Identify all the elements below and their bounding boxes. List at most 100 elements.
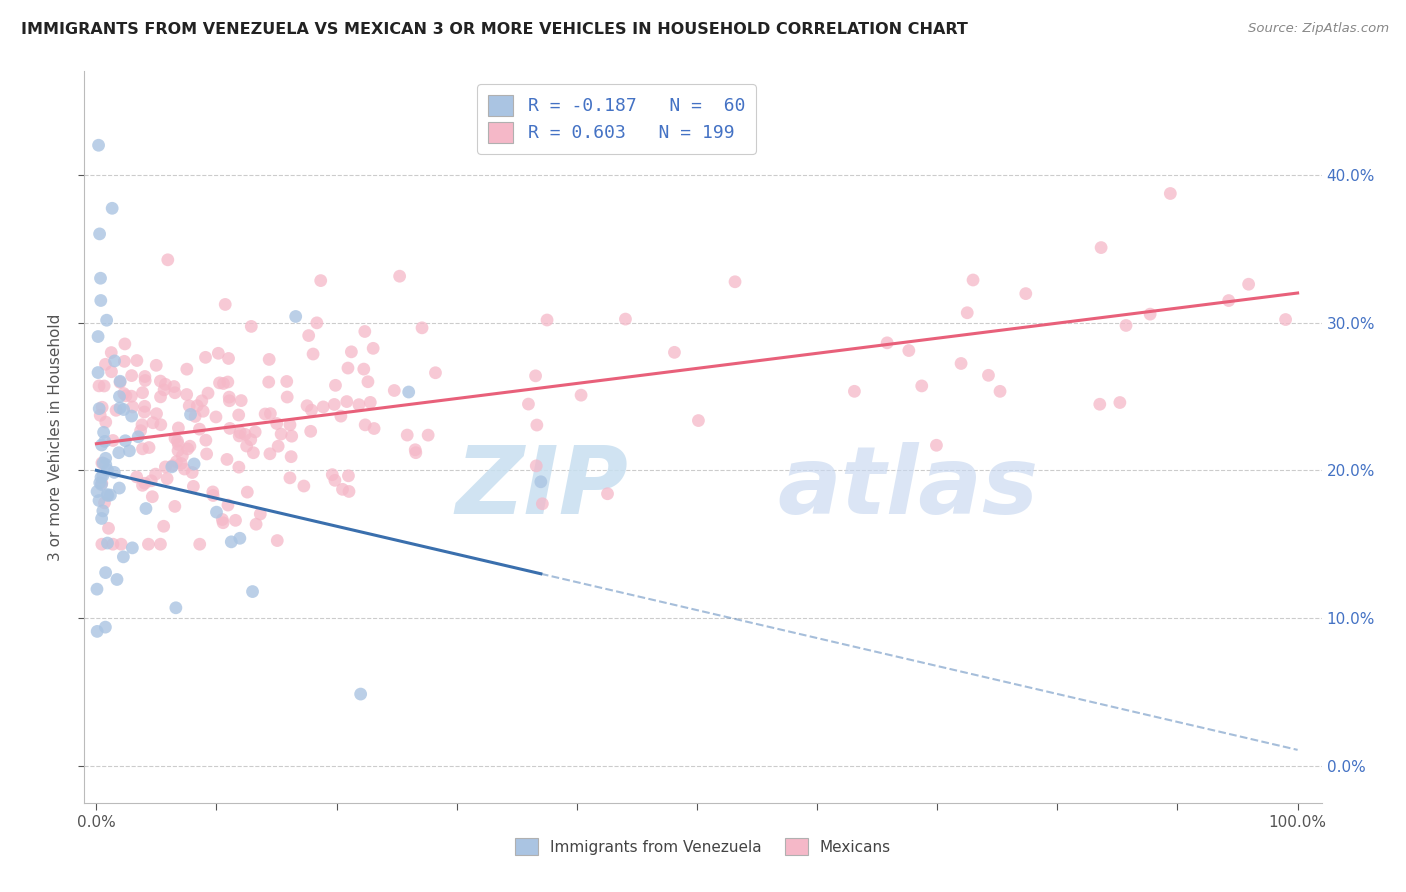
Point <box>97 488 120 502</box>
Point <box>325 378 347 392</box>
Point <box>235 439 257 453</box>
Point <box>517 397 540 411</box>
Point <box>176 362 198 376</box>
Point <box>411 321 433 335</box>
Point <box>242 584 264 599</box>
Point <box>350 687 373 701</box>
Point <box>142 416 165 430</box>
Point <box>337 484 360 499</box>
Point <box>125 353 148 368</box>
Point <box>165 600 187 615</box>
Point <box>163 431 186 445</box>
Point <box>138 441 160 455</box>
Point <box>201 484 224 499</box>
Point <box>87 379 110 393</box>
Point <box>724 275 747 289</box>
Point <box>332 483 354 497</box>
Point <box>100 488 122 502</box>
Point <box>94 458 117 472</box>
Point <box>90 511 112 525</box>
Point <box>404 442 426 457</box>
Point <box>321 467 343 482</box>
Point <box>163 500 186 514</box>
Point <box>259 447 281 461</box>
Point <box>1108 395 1130 409</box>
Point <box>1115 318 1137 333</box>
Point <box>396 428 419 442</box>
Point <box>155 377 177 392</box>
Point <box>425 366 447 380</box>
Point <box>228 408 250 422</box>
Point <box>104 354 127 368</box>
Point <box>388 269 411 284</box>
Point <box>526 418 548 433</box>
Point <box>91 456 114 470</box>
Point <box>166 454 188 468</box>
Point <box>96 487 118 501</box>
Point <box>284 310 307 324</box>
Point <box>211 512 233 526</box>
Point <box>280 450 302 464</box>
Point <box>172 449 194 463</box>
Point <box>302 347 325 361</box>
Point <box>191 393 214 408</box>
Point <box>101 202 124 216</box>
Point <box>96 463 118 477</box>
Point <box>87 493 110 508</box>
Point <box>243 425 266 439</box>
Point <box>112 549 135 564</box>
Point <box>112 402 135 417</box>
Point <box>100 365 122 379</box>
Point <box>108 374 131 388</box>
Point <box>121 409 143 423</box>
Point <box>145 359 167 373</box>
Point <box>569 388 592 402</box>
Point <box>208 376 231 390</box>
Point <box>236 485 259 500</box>
Point <box>120 389 142 403</box>
Point <box>149 537 172 551</box>
Point <box>134 476 156 491</box>
Point <box>218 390 240 404</box>
Point <box>218 421 240 435</box>
Point <box>89 409 111 423</box>
Point <box>90 476 112 491</box>
Point <box>90 470 112 484</box>
Point <box>131 478 153 492</box>
Point <box>950 356 973 370</box>
Point <box>398 384 420 399</box>
Point <box>93 379 115 393</box>
Point <box>1090 241 1112 255</box>
Point <box>357 375 380 389</box>
Point <box>217 498 239 512</box>
Point <box>1015 286 1038 301</box>
Point <box>115 389 138 403</box>
Text: atlas: atlas <box>778 442 1039 534</box>
Point <box>179 399 201 413</box>
Point <box>359 395 381 409</box>
Point <box>217 375 239 389</box>
Point <box>259 407 281 421</box>
Point <box>94 620 117 634</box>
Point <box>280 429 302 443</box>
Point <box>101 537 124 551</box>
Point <box>86 582 108 596</box>
Point <box>194 351 217 365</box>
Point <box>221 534 243 549</box>
Point <box>195 447 218 461</box>
Point <box>134 369 156 384</box>
Point <box>323 397 346 411</box>
Point <box>108 390 131 404</box>
Point <box>118 443 141 458</box>
Point <box>305 316 328 330</box>
Point <box>135 501 157 516</box>
Point <box>276 390 298 404</box>
Point <box>194 434 217 448</box>
Point <box>299 425 322 439</box>
Point <box>295 399 318 413</box>
Point <box>254 407 277 421</box>
Point <box>166 434 188 448</box>
Point <box>242 446 264 460</box>
Point <box>977 368 1000 383</box>
Point <box>340 344 363 359</box>
